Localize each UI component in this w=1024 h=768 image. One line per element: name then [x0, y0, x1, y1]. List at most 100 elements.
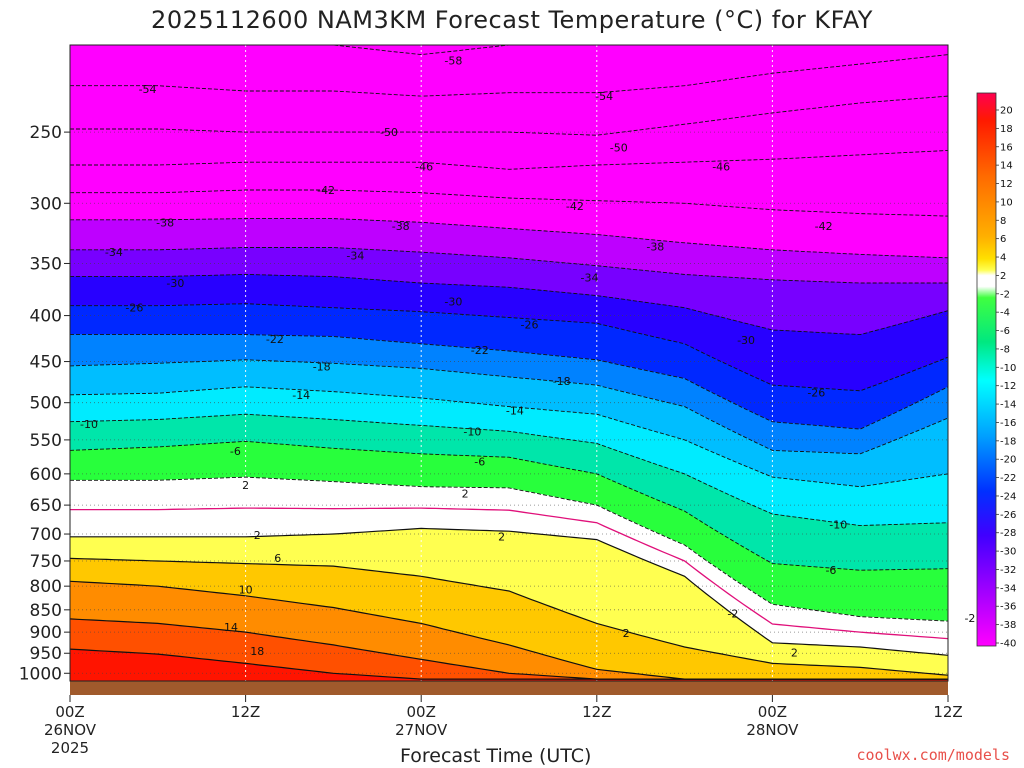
contour-label: -34 — [580, 272, 598, 285]
contour-label: -38 — [392, 220, 410, 233]
contour-label: -54 — [139, 83, 157, 96]
colorbar-label: -14 — [1000, 400, 1016, 411]
contour-label: -26 — [125, 302, 143, 315]
contour-label: -22 — [471, 344, 489, 357]
x-tick-label: 26NOV — [44, 721, 97, 739]
contour-label: -54 — [595, 90, 613, 103]
colorbar-label: -20 — [1000, 455, 1016, 466]
x-tick-label: 27NOV — [395, 721, 448, 739]
plot-frame — [69, 44, 949, 682]
isotherm-line — [70, 334, 948, 430]
ground-surface — [70, 681, 948, 695]
y-tick-label: 950 — [30, 644, 62, 664]
y-axis: 2503003504004505005506006507007508008509… — [19, 123, 70, 684]
contour-label: -42 — [815, 220, 833, 233]
y-tick-label: 350 — [30, 254, 62, 274]
credit-text: coolwx.com/models — [856, 746, 1010, 764]
colorbar-label: -32 — [1000, 565, 1016, 576]
isotherm-line — [70, 557, 948, 676]
colorbar-label: -30 — [1000, 547, 1016, 558]
contour-label: -34 — [346, 250, 364, 263]
x-tick-label: 28NOV — [746, 721, 799, 739]
contour-label: 2 — [254, 529, 261, 542]
x-axis-title: Forecast Time (UTC) — [400, 745, 592, 767]
colorbar-label: -22 — [1000, 473, 1016, 484]
contour-label: -2 — [727, 607, 738, 620]
colorbar-label: 18 — [1000, 124, 1013, 135]
surface-strip — [70, 681, 948, 695]
colorbar-label: -24 — [1000, 491, 1016, 502]
y-tick-label: 550 — [30, 431, 62, 451]
contour-label: -30 — [166, 277, 184, 290]
y-tick-label: 400 — [30, 307, 62, 327]
colorbar-label: -38 — [1000, 620, 1016, 631]
contour-label: -14 — [292, 389, 310, 402]
y-tick-label: 650 — [30, 496, 62, 516]
contour-label: -6 — [230, 445, 241, 458]
contour-label: -10 — [463, 425, 481, 438]
contour-label: -26 — [807, 386, 825, 399]
isotherm-line — [70, 476, 948, 622]
contour-label: -42 — [566, 200, 584, 213]
colorbar-label: -40 — [1000, 639, 1016, 650]
contour-label: -10 — [80, 418, 98, 431]
chart-title: 2025112600 NAM3KM Forecast Temperature (… — [151, 6, 873, 34]
contour-label: -46 — [712, 160, 730, 173]
y-tick-label: 1000 — [19, 664, 62, 684]
contour-label: -34 — [105, 246, 123, 259]
colorbar-label: 16 — [1000, 142, 1013, 153]
contour-label: -6 — [474, 455, 485, 468]
contour-label: 2 — [791, 646, 798, 659]
x-tick-label: 12Z — [582, 703, 611, 721]
isotherm-line — [70, 95, 948, 136]
isotherm-line — [70, 648, 948, 680]
contour-label: -18 — [553, 375, 571, 388]
temperature-bands — [70, 45, 948, 681]
x-tick-label: 12Z — [231, 703, 260, 721]
contour-label: -38 — [646, 240, 664, 253]
isotherm-line — [70, 527, 948, 656]
colorbar-label: -28 — [1000, 528, 1016, 539]
isotherm-line — [70, 149, 948, 170]
contour-label: -22 — [266, 333, 284, 346]
colorbar-label: -16 — [1000, 418, 1016, 429]
contour-label: -30 — [444, 296, 462, 309]
colorbar-label: 6 — [1000, 234, 1006, 245]
y-tick-label: 300 — [30, 194, 62, 214]
contour-label: -50 — [610, 141, 628, 154]
contour-label: -6 — [825, 564, 836, 577]
colorbar-label: 14 — [1000, 161, 1013, 172]
colorbar-label: -4 — [1000, 308, 1010, 319]
colorbar-label: 12 — [1000, 179, 1013, 190]
contour-label: 2 — [623, 627, 630, 640]
colorbar-label: -8 — [1000, 344, 1010, 355]
colorbar-label: -18 — [1000, 436, 1016, 447]
isotherm-line — [70, 303, 948, 392]
colorbar-label: -6 — [1000, 326, 1010, 337]
contour-label: 2 — [462, 488, 469, 501]
contour-label: -38 — [156, 216, 174, 229]
colorbar-label: -2 — [1000, 289, 1010, 300]
contour-label: 2 — [498, 530, 505, 543]
y-tick-label: 450 — [30, 353, 62, 373]
contour-label: -2 — [964, 612, 975, 625]
x-tick-label: 2025 — [51, 739, 89, 757]
colorbar-label: -26 — [1000, 510, 1016, 521]
colorbar-label: 2 — [1000, 271, 1006, 282]
contour-label: 14 — [224, 621, 238, 634]
isotherm-line — [70, 413, 948, 527]
x-tick-label: 12Z — [933, 703, 962, 721]
colorbar-label: -10 — [1000, 363, 1016, 374]
x-tick-label: 00Z — [758, 703, 787, 721]
isotherm-line — [70, 440, 948, 571]
contour-label: -18 — [313, 361, 331, 374]
y-tick-label: 250 — [30, 123, 62, 143]
x-tick-label: 00Z — [55, 703, 84, 721]
colorbar-label: 8 — [1000, 216, 1006, 227]
y-tick-label: 750 — [30, 552, 62, 572]
contour-labels: -58 -54 -54 -50 -50 -46 -46 -42 -42 -42 -38 -38 -38 -… — [80, 54, 975, 659]
y-tick-label: 500 — [30, 394, 62, 414]
contour-label: -46 — [415, 160, 433, 173]
isotherm-line — [70, 54, 948, 97]
